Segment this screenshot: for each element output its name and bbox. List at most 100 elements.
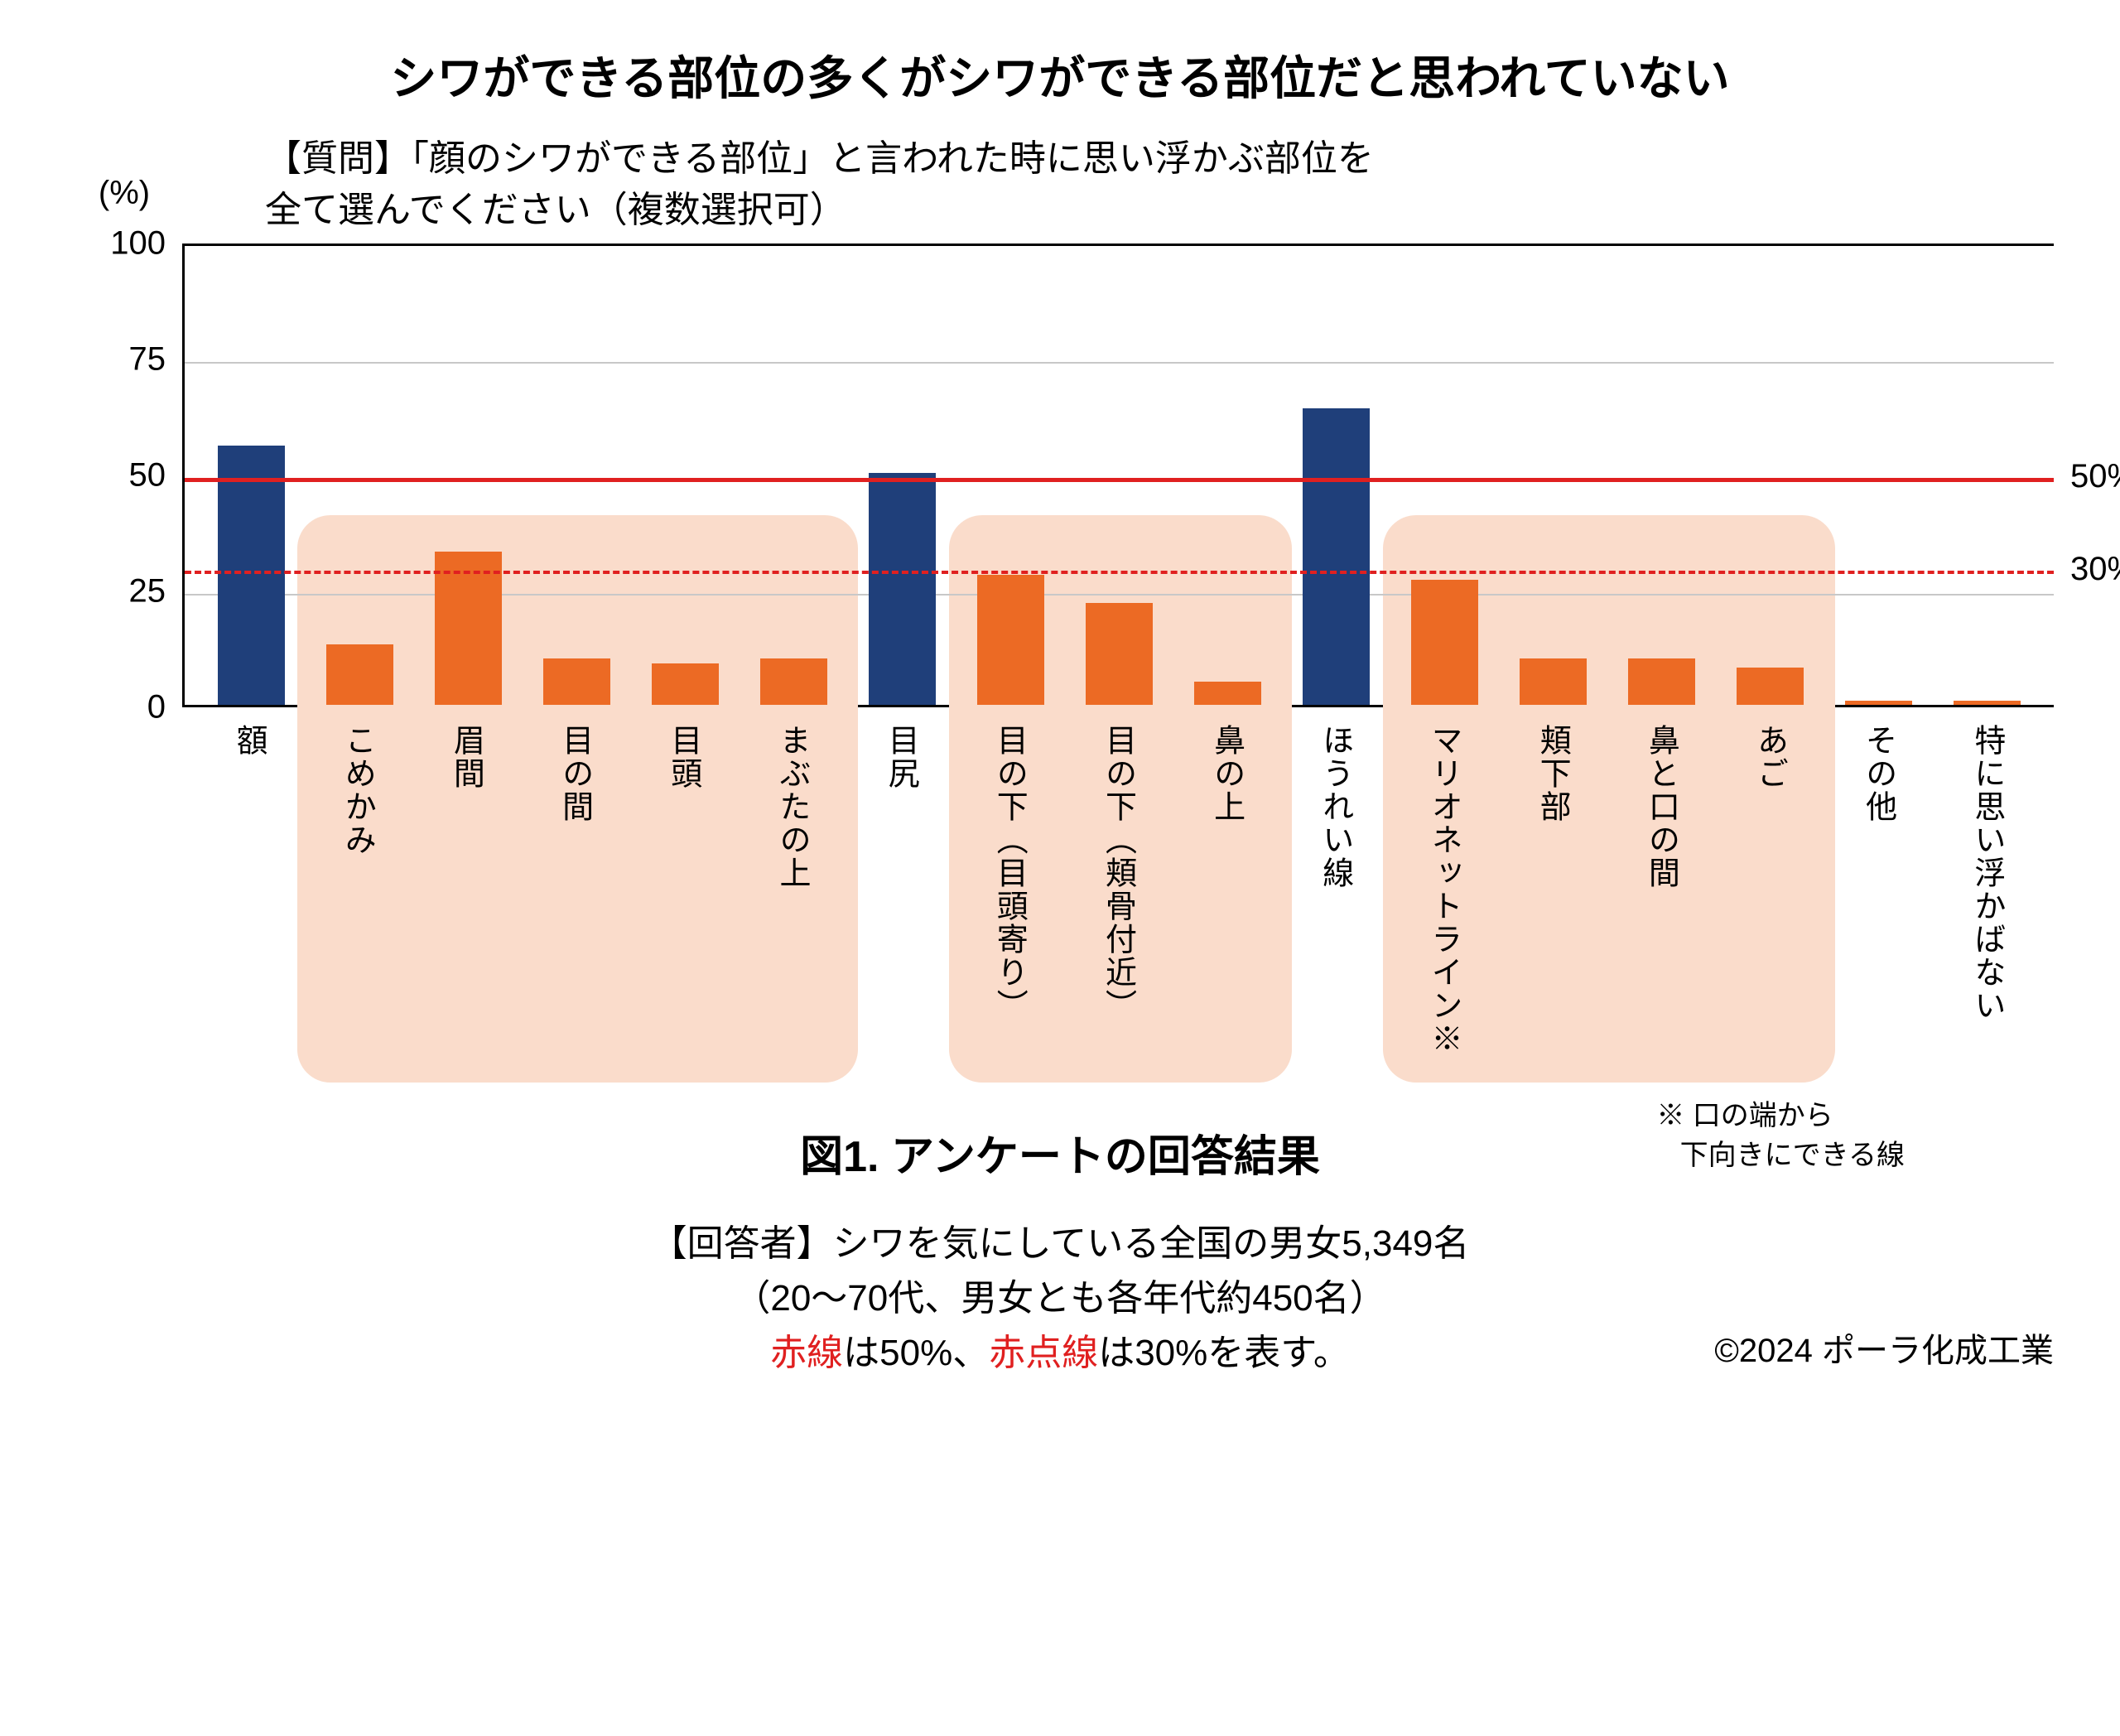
bar [1845,701,1912,706]
y-axis: 0255075100 [66,244,182,707]
bar [869,473,936,705]
x-label: こめかみ [335,724,380,1055]
bar [1737,668,1804,705]
legend-mid2: は30%を表す。 [1098,1333,1350,1373]
legend-red-solid: 赤線 [770,1333,843,1373]
x-label: 額 [226,724,272,1055]
bar-slot [1065,246,1173,705]
bar [1411,580,1478,705]
bar-slot [414,246,523,705]
bar-slot [197,246,306,705]
y-tick: 0 [147,689,166,726]
x-label: 目の下（目頭寄り） [986,724,1032,1055]
x-label-slot: マリオネットライン※ [1390,707,1498,1055]
question-row: (%) 【質問】「顔のシワができる部位」と言われた時に思い浮かぶ部位を 全て選ん… [66,133,2054,235]
x-label: マリオネットライン※ [1421,724,1467,1055]
bar [435,552,502,705]
bar-slot [306,246,414,705]
x-label-slot: 目尻 [846,707,955,1055]
x-label: 眉間 [443,724,489,1055]
footnote-line2: 下向きにできる線 [1680,1140,1905,1171]
bar-slot [1607,246,1716,705]
x-axis-labels: 額 こめかみ 眉間 目の間 目頭 まぶたの上 目尻 目の下（目頭寄り） 目の下（頬骨付近） 鼻の上… [182,707,2054,1055]
respondents-line1: 【回答者】シワを気にしている全国の男女5,349名 [651,1223,1470,1264]
x-label-slot: ほうれい線 [1281,707,1390,1055]
x-label: 鼻と口の間 [1638,724,1684,1055]
bar [326,644,393,705]
reference-line-30 [185,571,2054,574]
y-axis-unit: (%) [66,133,182,212]
footnote-line1: 口の端から [1693,1100,1833,1131]
x-label-slot: まぶたの上 [738,707,846,1055]
bar-slot [848,246,956,705]
bar [218,446,285,706]
x-label-slot: 目の下（目頭寄り） [955,707,1063,1055]
y-tick: 50 [129,457,166,494]
bar [1086,603,1153,705]
main-title: シワができる部位の多くがシワができる部位だと思われていない [66,41,2054,108]
legend-red-dashed: 赤点線 [989,1333,1098,1373]
respondents-line2: （20～70代、男女とも各年代約450名） [734,1278,1385,1319]
x-label-slot: 眉間 [412,707,520,1055]
question-line1: 【質問】「顔のシワができる部位」と言われた時に思い浮かぶ部位を [265,138,1374,179]
bar-slot [1173,246,1282,705]
x-label: その他 [1856,724,1901,1055]
y-tick: 75 [129,341,166,379]
bar-slot [1824,246,1933,705]
bar-slot [1282,246,1390,705]
bar-slot [1933,246,2041,705]
reference-label: 30% [2070,551,2120,588]
x-label-slot: 目の下（頬骨付近） [1063,707,1172,1055]
x-label-slot: こめかみ [303,707,412,1055]
x-label: まぶたの上 [769,724,815,1055]
x-label: 目頭 [661,724,706,1055]
bar [1303,408,1370,705]
bar-slot [1390,246,1499,705]
bar [543,658,610,705]
x-label-slot: 額 [195,707,303,1055]
bar-slot [956,246,1065,705]
bar-slot [631,246,740,705]
y-tick: 100 [110,225,166,263]
chart-area: 0255075100 50%30% [66,244,2054,707]
x-label: 目の下（頬骨付近） [1095,724,1140,1055]
reference-labels: 50% 30% [2054,246,2120,705]
x-label: ほうれい線 [1313,724,1358,1055]
copyright: ©2024 ポーラ化成工業 [1714,1326,2054,1376]
reference-label: 50% [2070,458,2120,495]
y-tick: 25 [129,573,166,610]
x-label-slot: 頬下部 [1498,707,1607,1055]
bar [1628,658,1695,705]
x-label: 目の間 [552,724,598,1055]
x-label: 頬下部 [1530,724,1575,1055]
bar [760,658,827,705]
bar-slot [1499,246,1607,705]
bar [652,663,719,705]
x-label-slot: その他 [1824,707,1933,1055]
x-label-slot: 特に思い浮かばない [1933,707,2041,1055]
marionette-footnote: ※ 口の端から 下向きにできる線 [1656,1097,1905,1175]
question-line2: 全て選んでください（複数選択可） [265,190,846,230]
x-label-slot: あご [1715,707,1824,1055]
bar-slot [1716,246,1824,705]
bar-slot [740,246,848,705]
respondents-block: 【回答者】シワを気にしている全国の男女5,349名 （20～70代、男女とも各年… [66,1217,2054,1381]
x-label: 目尻 [878,724,923,1055]
legend-mid1: は50%、 [843,1333,989,1373]
footnote-marker: ※ [1656,1100,1684,1131]
reference-line-50 [185,478,2054,482]
bars-layer [185,246,2054,705]
plot-area: 50%30% [182,244,2054,707]
x-label-slot: 目の間 [521,707,629,1055]
bar-slot [523,246,631,705]
x-label: 特に思い浮かばない [1964,724,2010,1055]
bar [977,575,1044,705]
bar [1194,682,1261,705]
x-label-slot: 鼻の上 [1173,707,1281,1055]
x-label-slot: 鼻と口の間 [1607,707,1715,1055]
x-label: あご [1747,724,1792,1055]
bar [1520,658,1587,705]
bar [1954,701,2021,706]
x-label: 鼻の上 [1204,724,1250,1055]
question-text: 【質問】「顔のシワができる部位」と言われた時に思い浮かぶ部位を 全て選んでくださ… [182,133,2054,235]
